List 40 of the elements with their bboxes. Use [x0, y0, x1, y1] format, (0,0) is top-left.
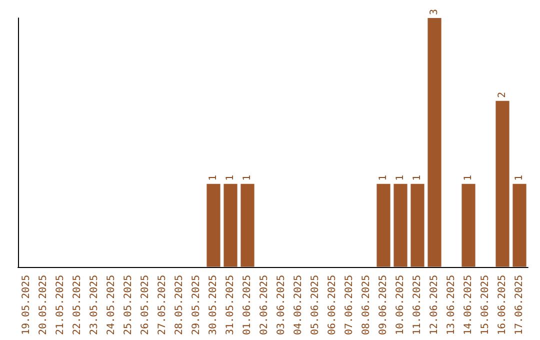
x-tick-label: 28.05.2025 — [174, 274, 185, 336]
data-label: 1 — [225, 174, 236, 181]
x-tick-label: 21.05.2025 — [55, 274, 66, 336]
x-tick-label: 12.06.2025 — [429, 274, 440, 336]
x-tick-label: 16.06.2025 — [497, 274, 508, 336]
data-label: 1 — [208, 174, 219, 181]
x-tick-label: 05.06.2025 — [310, 274, 321, 336]
x-tick-label: 11.06.2025 — [412, 274, 423, 336]
x-tick-label: 24.05.2025 — [106, 274, 117, 336]
data-label: 2 — [497, 92, 508, 98]
x-tick-label: 15.06.2025 — [480, 274, 491, 336]
x-tick-label: 02.06.2025 — [259, 274, 270, 336]
x-tick-label: 30.05.2025 — [208, 274, 219, 336]
data-label: 3 — [429, 8, 440, 15]
x-tick-label: 22.05.2025 — [72, 274, 83, 336]
x-tick-label: 07.06.2025 — [344, 274, 355, 336]
x-tick-label: 27.05.2025 — [157, 274, 168, 336]
x-tick-label: 01.06.2025 — [242, 274, 253, 336]
x-tick-label: 10.06.2025 — [395, 274, 406, 336]
x-tick-label: 08.06.2025 — [361, 274, 372, 336]
x-tick-label: 17.06.2025 — [514, 274, 525, 336]
x-tick-label: 03.06.2025 — [276, 274, 287, 336]
data-label: 1 — [412, 174, 423, 181]
x-tick-label: 14.06.2025 — [463, 274, 474, 336]
x-tick-label: 23.05.2025 — [89, 274, 100, 336]
data-label: 1 — [514, 174, 525, 181]
data-label: 1 — [463, 174, 474, 181]
x-tick-label: 29.05.2025 — [191, 274, 202, 336]
x-tick-label: 31.05.2025 — [225, 274, 236, 336]
x-tick-label: 13.06.2025 — [446, 274, 457, 336]
x-tick-label: 20.05.2025 — [38, 274, 49, 336]
data-label: 1 — [395, 174, 406, 181]
x-tick-label: 25.05.2025 — [123, 274, 134, 336]
data-label: 1 — [378, 174, 389, 181]
x-tick-label: 04.06.2025 — [293, 274, 304, 336]
x-tick-label: 06.06.2025 — [327, 274, 338, 336]
x-tick-label: 26.05.2025 — [140, 274, 151, 336]
data-label: 1 — [242, 174, 253, 181]
x-tick-label: 19.05.2025 — [21, 274, 32, 336]
x-tick-label: 09.06.2025 — [378, 274, 389, 336]
